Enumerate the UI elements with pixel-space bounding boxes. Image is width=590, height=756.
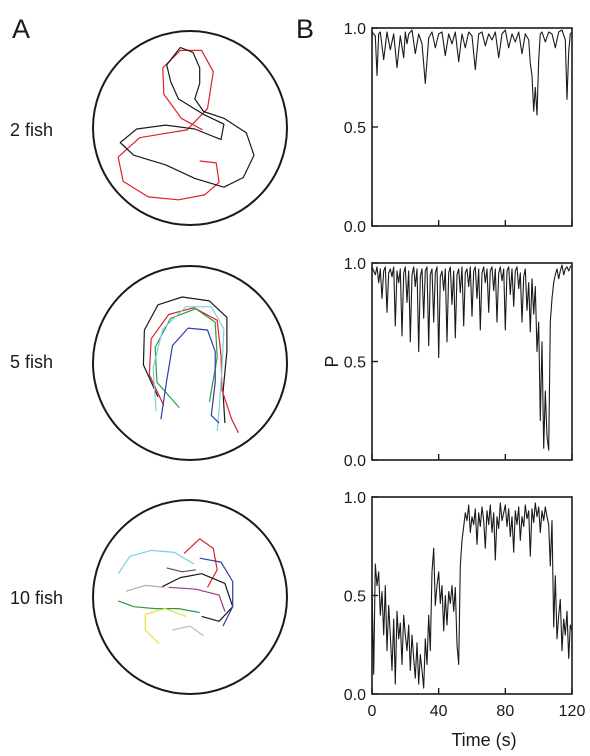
time-series-plot-1: 0.0 0.5 1.0 <box>344 21 573 236</box>
trajectory-9 <box>172 625 204 637</box>
x-tick-label: 80 <box>496 703 514 720</box>
series-line <box>371 264 573 451</box>
arena-circle <box>92 499 288 695</box>
series-line <box>371 502 573 689</box>
trajectories <box>117 538 234 645</box>
trajectories <box>117 46 255 201</box>
trajectory-2 <box>160 573 234 622</box>
trajectory-3 <box>154 308 218 408</box>
series-line <box>371 29 573 116</box>
arena-plot-5-fish: 5 fish <box>10 265 288 461</box>
trajectory-4 <box>168 586 226 612</box>
trajectory-1 <box>117 49 220 201</box>
trajectory-8 <box>144 608 187 645</box>
trajectory-5 <box>117 549 195 575</box>
panel-label-a: A <box>12 14 30 44</box>
arena-plot-10-fish: 10 fish <box>10 499 288 695</box>
x-tick-label: 40 <box>430 703 448 720</box>
time-series-plot-3: 0.0 0.5 1.0 0 40 80 120 Time (s) <box>344 490 586 750</box>
arena-plot-2-fish: 2 fish <box>10 30 288 226</box>
y-tick-label: 0.5 <box>344 589 366 606</box>
y-axis-label: P <box>322 355 342 367</box>
trajectory-5 <box>160 327 220 424</box>
arena-circle <box>92 30 288 226</box>
trajectories <box>142 296 240 434</box>
trajectory-1 <box>183 538 218 588</box>
x-axis-label: Time (s) <box>451 730 516 750</box>
trajectory-7 <box>125 584 165 592</box>
trajectory-3 <box>199 557 234 627</box>
x-tick-label: 0 <box>368 703 377 720</box>
y-tick-label: 0.0 <box>344 219 366 236</box>
time-series-plot-2: 0.0 0.5 1.0 P <box>322 256 573 470</box>
trajectory-4 <box>152 306 225 431</box>
plot-frame <box>371 27 573 227</box>
y-tick-label: 0.0 <box>344 687 366 704</box>
y-tick-label: 1.0 <box>344 256 366 273</box>
x-tick-label: 120 <box>559 703 586 720</box>
y-tick-label: 1.0 <box>344 21 366 38</box>
trajectory-2 <box>148 307 240 434</box>
row-label-2-fish: 2 fish <box>10 120 53 140</box>
row-label-5-fish: 5 fish <box>10 352 53 372</box>
y-tick-label: 0.5 <box>344 120 366 137</box>
panel-label-b: B <box>296 14 314 44</box>
row-label-10-fish: 10 fish <box>10 588 63 608</box>
trajectory-1 <box>142 296 228 424</box>
y-tick-label: 1.0 <box>344 490 366 507</box>
y-tick-label: 0.0 <box>344 453 366 470</box>
arena-circle <box>92 265 288 461</box>
trajectory-10 <box>166 567 196 573</box>
trajectory-6 <box>117 600 200 614</box>
y-tick-label: 0.5 <box>344 355 366 372</box>
trajectory-2 <box>119 46 255 188</box>
